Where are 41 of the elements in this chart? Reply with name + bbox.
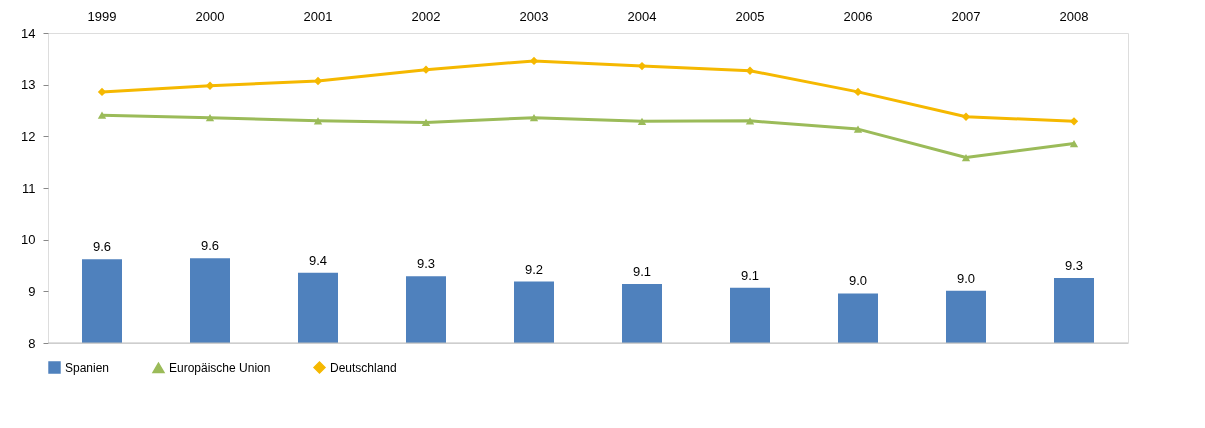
y-tick-label: 9 <box>28 283 36 299</box>
y-tick-label: 12 <box>21 128 36 144</box>
x-tick-label: 2002 <box>411 8 441 24</box>
point <box>961 112 971 121</box>
data-label: 9.0 <box>848 273 868 289</box>
data-label: 9.0 <box>956 270 976 286</box>
point <box>853 125 863 133</box>
legend-label: Deutschland <box>330 360 397 375</box>
legend-label: Spanien <box>65 360 110 375</box>
point <box>205 114 215 122</box>
x-tick-label: 2008 <box>1059 8 1089 24</box>
x-tick-label: 2007 <box>951 8 981 24</box>
point <box>529 114 539 122</box>
point <box>637 117 647 125</box>
point <box>421 118 431 127</box>
y-tick-label: 11 <box>22 180 36 196</box>
data-label: 9.6 <box>200 238 220 254</box>
y-tick-label: 13 <box>21 77 36 93</box>
x-tick-label: 2005 <box>735 8 765 24</box>
data-label: 9.1 <box>740 267 760 283</box>
x-tick-label: 2006 <box>843 8 873 24</box>
point <box>1069 117 1079 126</box>
y-tick-label: 14 <box>21 25 36 41</box>
point <box>853 87 863 97</box>
y-tick-label: 10 <box>21 232 36 248</box>
x-tick-label: 2003 <box>519 8 549 24</box>
data-label: 9.2 <box>524 261 544 277</box>
data-label: 9.3 <box>416 256 436 272</box>
legend-label: Europäische Union <box>169 360 271 375</box>
y-tick-label: 8 <box>28 335 36 351</box>
x-tick-label: 2001 <box>303 8 333 24</box>
x-tick-label: 1999 <box>87 8 117 24</box>
point <box>961 153 971 162</box>
data-label: 9.3 <box>1064 257 1084 273</box>
point <box>1069 139 1079 148</box>
x-tick-label: 2000 <box>195 8 225 24</box>
data-label: 9.4 <box>308 252 328 268</box>
data-label: 9.1 <box>632 264 652 280</box>
data-label: 9.6 <box>92 239 112 255</box>
point <box>97 111 107 119</box>
x-tick-label: 2004 <box>627 8 657 24</box>
